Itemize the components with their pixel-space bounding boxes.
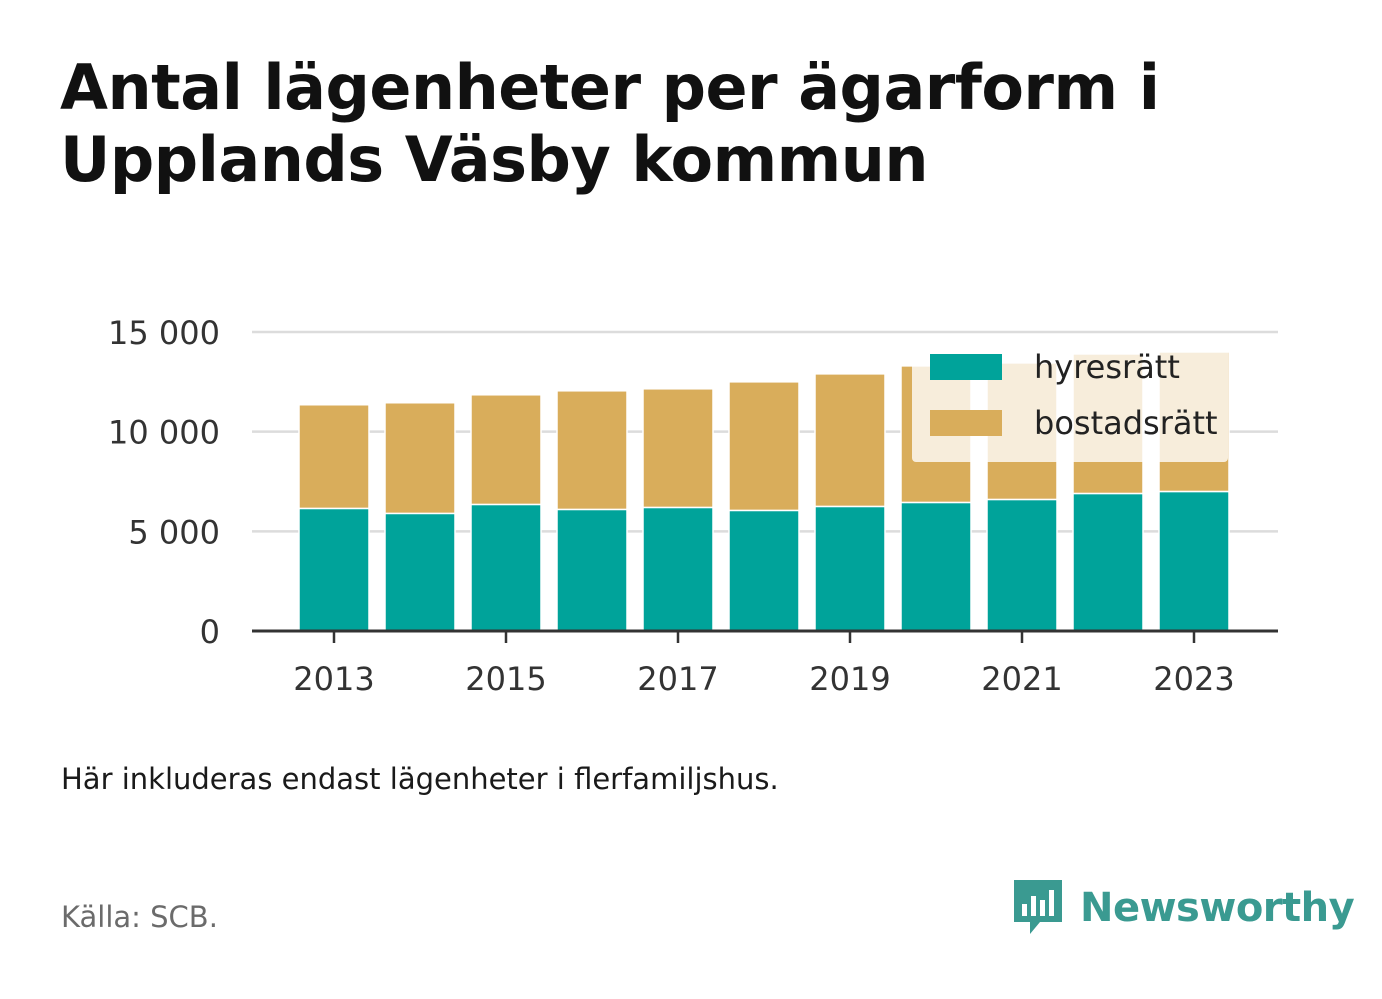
bar-hyresrätt-2014 [384,512,456,632]
bar-bostadsrätt-2015 [470,394,542,506]
chart-title: Antal lägenheter per ägarform i Upplands… [60,51,1160,196]
bar-hyresrätt-2023 [1158,490,1230,632]
y-axis-ticks: 0 5 000 10 000 15 000 [108,314,220,651]
brand-logo[interactable]: Newsworthy [1010,876,1355,940]
x-tick-label: 2023 [1153,660,1234,698]
newsworthy-logo-icon [1014,880,1062,934]
source-text: Källa: SCB. [61,900,218,934]
bar-hyresrätt-2022 [1072,492,1144,632]
bar-bostadsrätt-2014 [384,402,456,515]
y-tick-label: 0 [200,613,220,651]
y-tick-label: 5 000 [128,513,220,551]
y-tick-label: 15 000 [108,314,220,352]
bar-hyresrätt-2018 [728,509,800,632]
bar-hyresrätt-2021 [986,498,1058,632]
x-axis: 2013 2015 2017 2019 2021 2023 [252,629,1278,698]
legend-swatch-bostadsrätt [930,410,1002,436]
x-tick-label: 2015 [465,660,546,698]
x-tick-label: 2017 [637,660,718,698]
legend-label-bostadsrätt: bostadsrätt [1034,404,1218,442]
brand-name: Newsworthy [1080,885,1355,931]
legend: hyresrätt bostadsrätt [912,340,1228,462]
bar-hyresrätt-2020 [900,501,972,632]
bar-hyresrätt-2019 [814,505,886,632]
bar-hyresrätt-2017 [642,506,714,632]
chart-note: Här inkluderas endast lägenheter i flerf… [61,762,779,796]
bar-bostadsrätt-2018 [728,381,800,512]
bar-hyresrätt-2013 [298,507,370,632]
bar-hyresrätt-2016 [556,508,628,632]
x-tick-label: 2013 [293,660,374,698]
x-tick-label: 2021 [981,660,1062,698]
bar-bostadsrätt-2019 [814,373,886,508]
legend-swatch-hyresrätt [930,354,1002,380]
x-tick-label: 2019 [809,660,890,698]
bar-bostadsrätt-2013 [298,404,370,510]
bar-bostadsrätt-2017 [642,388,714,509]
y-tick-label: 10 000 [108,414,220,452]
legend-label-hyresrätt: hyresrätt [1034,348,1180,386]
bar-hyresrätt-2015 [470,503,542,632]
bar-bostadsrätt-2016 [556,390,628,511]
